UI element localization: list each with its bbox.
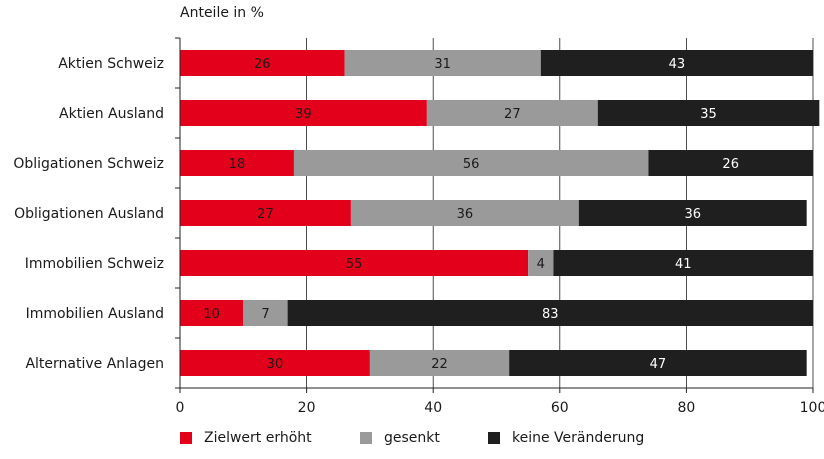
data-label-alternative-anlagen-keine-veraenderung: 47: [650, 357, 667, 372]
bar-obligationen-ausland-keine-veraenderung: [578, 200, 807, 226]
bar-aktien-ausland-keine-veraenderung: [597, 100, 820, 126]
bar-immobilien-ausland-keine-veraenderung: [287, 300, 813, 326]
legend-swatch-keine-veraenderung: [488, 432, 500, 444]
bar-aktien-ausland-zielwert-erhoeht: [180, 100, 427, 126]
data-label-immobilien-schweiz-gesenkt: 4: [537, 257, 545, 272]
bar-obligationen-ausland-gesenkt: [350, 200, 579, 226]
bar-obligationen-schweiz-zielwert-erhoeht: [180, 150, 294, 176]
stacked-bar-chart: Aktien Schweiz 26 31 43 Aktien Ausland 39 27 35…: [13, 37, 824, 416]
legend-item-gesenkt: gesenkt: [360, 430, 440, 446]
bar-aktien-schweiz-zielwert-erhoeht: [180, 50, 345, 76]
legend-label-gesenkt: gesenkt: [384, 430, 440, 446]
x-tick-label-20: 20: [298, 400, 316, 416]
bar-immobilien-schweiz-keine-veraenderung: [553, 250, 813, 276]
legend-swatch-gesenkt: [360, 432, 372, 444]
category-label-aktien-ausland: Aktien Ausland: [59, 106, 164, 122]
bar-alternative-anlagen-zielwert-erhoeht: [180, 350, 370, 376]
data-label-immobilien-ausland-keine-veraenderung: 83: [542, 307, 559, 322]
category-label-immobilien-ausland: Immobilien Ausland: [26, 306, 164, 322]
bar-obligationen-schweiz-gesenkt: [293, 150, 649, 176]
data-label-aktien-ausland-gesenkt: 27: [504, 107, 521, 122]
legend-label-zielwert-erhoeht: Zielwert erhöht: [204, 430, 312, 446]
category-label-immobilien-schweiz: Immobilien Schweiz: [25, 256, 164, 272]
data-label-immobilien-ausland-gesenkt: 7: [261, 307, 269, 322]
data-label-obligationen-schweiz-gesenkt: 56: [463, 157, 480, 172]
bar-immobilien-schweiz-gesenkt: [528, 250, 554, 276]
legend-item-keine-veraenderung: keine Veränderung: [488, 430, 644, 446]
data-label-alternative-anlagen-zielwert-erhoeht: 30: [267, 357, 284, 372]
bar-aktien-schweiz-gesenkt: [344, 50, 541, 76]
category-label-alternative-anlagen: Alternative Anlagen: [25, 356, 164, 372]
bar-aktien-ausland-gesenkt: [426, 100, 598, 126]
data-label-obligationen-schweiz-keine-veraenderung: 26: [722, 157, 739, 172]
data-label-aktien-schweiz-gesenkt: 31: [434, 57, 451, 72]
data-label-immobilien-schweiz-zielwert-erhoeht: 55: [346, 257, 363, 272]
data-label-aktien-schweiz-keine-veraenderung: 43: [669, 57, 686, 72]
data-label-aktien-schweiz-zielwert-erhoeht: 26: [254, 57, 271, 72]
bar-immobilien-ausland-zielwert-erhoeht: [180, 300, 244, 326]
chart-unit-label: Anteile in %: [180, 5, 264, 21]
data-label-obligationen-ausland-zielwert-erhoeht: 27: [257, 207, 274, 222]
category-label-obligationen-schweiz: Obligationen Schweiz: [13, 156, 164, 172]
category-label-obligationen-ausland: Obligationen Ausland: [14, 206, 164, 222]
x-tick-label-80: 80: [677, 400, 695, 416]
data-label-alternative-anlagen-gesenkt: 22: [431, 357, 448, 372]
bar-obligationen-schweiz-keine-veraenderung: [648, 150, 813, 176]
bar-immobilien-ausland-gesenkt: [243, 300, 288, 326]
bar-alternative-anlagen-gesenkt: [369, 350, 510, 376]
data-label-obligationen-schweiz-zielwert-erhoeht: 18: [229, 157, 246, 172]
bar-aktien-schweiz-keine-veraenderung: [540, 50, 813, 76]
legend-swatch-zielwert-erhoeht: [180, 432, 192, 444]
data-label-immobilien-schweiz-keine-veraenderung: 41: [675, 257, 692, 272]
data-label-obligationen-ausland-gesenkt: 36: [457, 207, 474, 222]
legend-label-keine-veraenderung: keine Veränderung: [512, 430, 645, 446]
x-tick-label-40: 40: [424, 400, 442, 416]
x-tick-label-60: 60: [551, 400, 569, 416]
x-tick-label-0: 0: [176, 400, 185, 416]
data-label-aktien-ausland-zielwert-erhoeht: 39: [295, 107, 312, 122]
legend-item-zielwert-erhoeht: Zielwert erhöht: [180, 430, 312, 446]
x-tick-label-100: 100: [800, 400, 824, 416]
data-label-aktien-ausland-keine-veraenderung: 35: [700, 107, 717, 122]
bar-obligationen-ausland-zielwert-erhoeht: [180, 200, 351, 226]
category-label-aktien-schweiz: Aktien Schweiz: [58, 56, 164, 72]
bar-alternative-anlagen-keine-veraenderung: [509, 350, 807, 376]
data-label-obligationen-ausland-keine-veraenderung: 36: [684, 207, 701, 222]
bar-immobilien-schweiz-zielwert-erhoeht: [180, 250, 529, 276]
data-label-immobilien-ausland-zielwert-erhoeht: 10: [203, 307, 220, 322]
